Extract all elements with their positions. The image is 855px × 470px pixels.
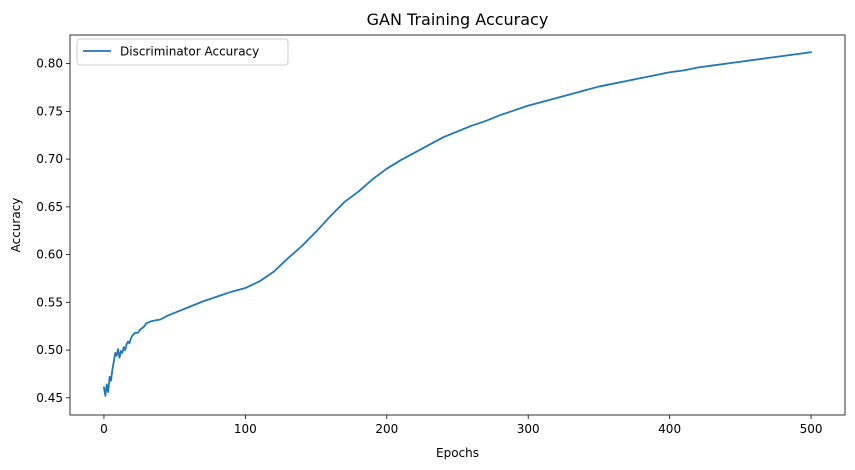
plot-area — [69, 34, 846, 416]
y-tick-label: 0.75 — [36, 104, 63, 118]
x-tick-label: 300 — [517, 422, 540, 436]
x-tick-label: 100 — [234, 422, 257, 436]
x-tick-label: 200 — [375, 422, 398, 436]
chart-title: GAN Training Accuracy — [367, 10, 549, 29]
x-tick-label: 400 — [658, 422, 681, 436]
legend: Discriminator Accuracy — [76, 38, 289, 66]
y-tick-label: 0.70 — [36, 152, 63, 166]
y-axis-label: Accuracy — [9, 198, 23, 253]
y-tick-label: 0.65 — [36, 200, 63, 214]
y-tick-label: 0.60 — [36, 248, 63, 262]
y-tick-label: 0.55 — [36, 295, 63, 309]
y-axis: 0.45 0.50 0.55 0.60 0.65 0.70 0.75 0.80 — [36, 57, 70, 405]
y-tick-label: 0.80 — [36, 57, 63, 71]
x-tick-label: 500 — [800, 422, 823, 436]
y-tick-label: 0.45 — [36, 391, 63, 405]
series-line-discriminator-accuracy — [103, 51, 812, 397]
legend-label-discriminator-accuracy: Discriminator Accuracy — [120, 45, 259, 59]
x-axis: 0 100 200 300 400 500 — [100, 415, 823, 436]
legend-box — [76, 38, 289, 66]
series-layer — [103, 51, 812, 397]
x-tick-label: 0 — [100, 422, 108, 436]
y-tick-label: 0.50 — [36, 343, 63, 357]
x-axis-label: Epochs — [436, 446, 479, 460]
